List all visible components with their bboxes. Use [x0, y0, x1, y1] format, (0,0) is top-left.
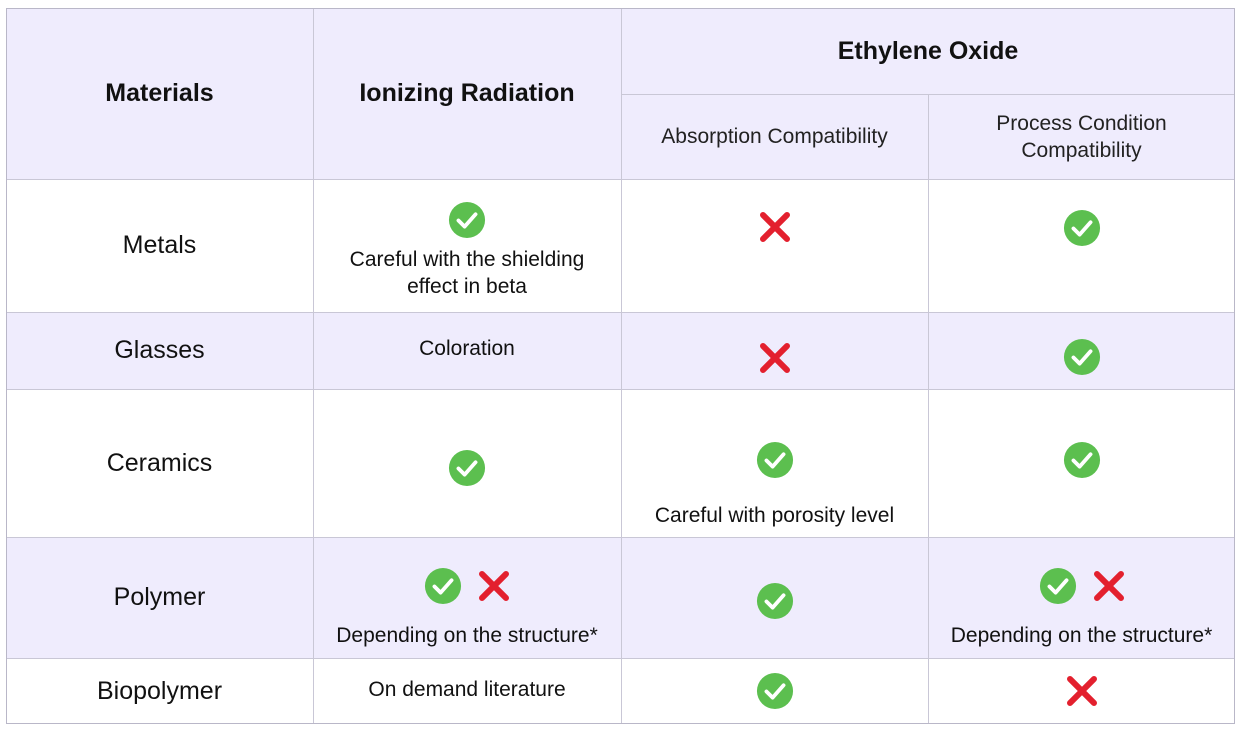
row-glasses-material: Glasses [6, 312, 313, 389]
check-icon [756, 441, 794, 479]
row-polymer-material: Polymer [6, 537, 313, 658]
check-icon [424, 567, 462, 605]
cross-icon [478, 570, 510, 602]
row-glasses-process [928, 312, 1235, 389]
row-metals-absorption [621, 179, 928, 312]
row-metals-ionizing: Careful with the shielding effect in bet… [313, 179, 621, 312]
row-biopolymer-material: Biopolymer [6, 658, 313, 724]
grid-line [928, 94, 929, 724]
material-label: Ceramics [106, 448, 213, 477]
header-absorption-cell: Absorption Compatibility [621, 94, 928, 179]
header-process-line1: Process Condition [996, 111, 1167, 135]
row-polymer-ionizing: Depending on the structure* [313, 537, 621, 658]
check-icon [1063, 338, 1101, 376]
check-icon [448, 449, 486, 487]
row-metals-material: Metals [6, 179, 313, 312]
ionizing-note: On demand literature [368, 677, 566, 701]
grid-line [6, 389, 1235, 390]
header-materials: Materials [105, 79, 214, 107]
grid-line [621, 94, 1235, 95]
header-ionizing-cell: Ionizing Radiation [313, 8, 621, 179]
grid-line [6, 312, 1235, 313]
cross-icon [759, 211, 791, 243]
material-label: Polymer [113, 583, 206, 611]
row-ceramics-material: Ceramics [6, 389, 313, 537]
material-label: Biopolymer [96, 676, 223, 705]
header-eto-cell: Ethylene Oxide [621, 8, 1235, 94]
material-label: Glasses [114, 336, 205, 364]
grid-line [6, 658, 1235, 659]
check-icon [756, 672, 794, 710]
icon-pair [424, 567, 510, 605]
row-metals-process [928, 179, 1235, 312]
cross-icon [1066, 675, 1098, 707]
header-ethylene-oxide: Ethylene Oxide [837, 36, 1019, 65]
cross-icon [759, 342, 791, 374]
row-polymer-absorption [621, 537, 928, 658]
compatibility-table: Materials Ionizing Radiation Ethylene Ox… [6, 8, 1235, 724]
check-icon [1063, 441, 1101, 479]
ionizing-note-line1: Careful with the shielding [349, 248, 585, 271]
row-glasses-ionizing: Coloration [313, 312, 621, 389]
row-biopolymer-absorption [621, 658, 928, 724]
ionizing-note: Coloration [419, 337, 515, 360]
grid-line [6, 537, 1235, 538]
row-biopolymer-ionizing: On demand literature [313, 658, 621, 724]
row-ceramics-ionizing [313, 389, 621, 537]
row-polymer-process: Depending on the structure* [928, 537, 1235, 658]
check-icon [1039, 567, 1077, 605]
header-process-line2: Compatibility [1021, 138, 1142, 162]
ionizing-note: Depending on the structure* [336, 624, 598, 647]
grid-line [621, 8, 622, 724]
check-icon [1063, 209, 1101, 247]
absorption-note: Careful with porosity level [654, 504, 895, 527]
ionizing-note-line2: effect in beta [407, 275, 527, 298]
row-glasses-absorption [621, 312, 928, 389]
header-process-cell: Process Condition Compatibility [928, 94, 1235, 179]
process-note: Depending on the structure* [950, 624, 1213, 647]
material-label: Metals [122, 231, 197, 259]
grid-line [6, 179, 1235, 180]
cross-icon [1093, 570, 1125, 602]
header-materials-cell: Materials [6, 8, 313, 179]
header-absorption: Absorption Compatibility [661, 125, 888, 148]
row-ceramics-process [928, 389, 1235, 537]
check-icon [756, 582, 794, 620]
icon-pair [1039, 567, 1125, 605]
grid-line [313, 8, 314, 724]
row-ceramics-absorption: Careful with porosity level [621, 389, 928, 537]
header-ionizing-radiation: Ionizing Radiation [359, 79, 575, 107]
row-biopolymer-process [928, 658, 1235, 724]
check-icon [448, 201, 486, 239]
